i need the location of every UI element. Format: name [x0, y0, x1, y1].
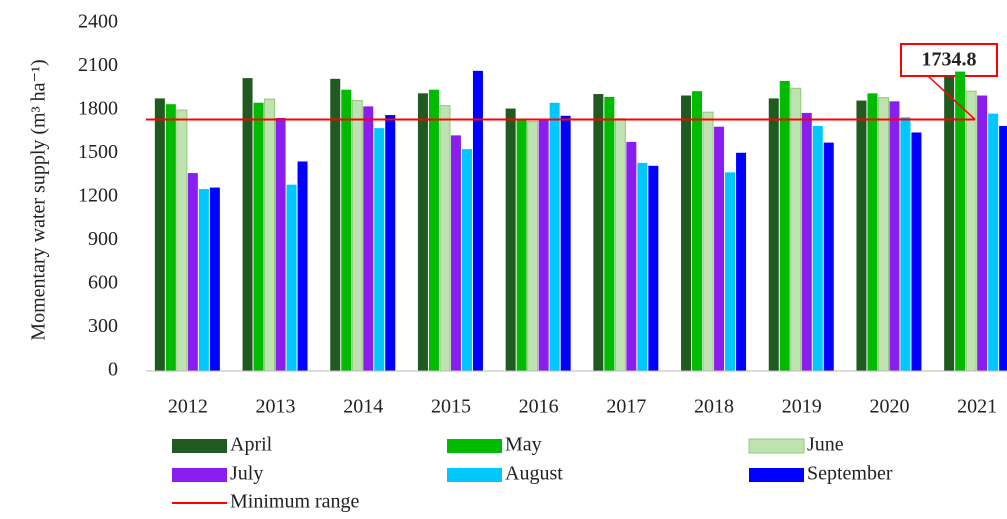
bar: [604, 96, 615, 371]
annotation-label: 1734.8: [922, 49, 977, 71]
bar: [593, 94, 604, 372]
x-tick-label: 2021: [957, 396, 997, 418]
bar: [768, 98, 779, 372]
bar: [428, 89, 439, 371]
y-tick-label: 300: [88, 315, 118, 337]
bar: [264, 98, 276, 372]
annotation-box: [900, 43, 998, 77]
legend-swatch: [447, 468, 502, 482]
bar: [692, 91, 703, 372]
bar: [681, 95, 692, 371]
x-tick-label: 2014: [343, 396, 383, 418]
legend-swatch: [172, 439, 227, 453]
bar: [154, 98, 165, 372]
bar: [549, 102, 560, 371]
bar: [165, 104, 176, 371]
legend-label: Minimum range: [230, 491, 360, 513]
legend-label: June: [807, 434, 844, 456]
legend-label: July: [230, 463, 263, 485]
bar: [439, 105, 451, 372]
bar: [516, 119, 527, 371]
legend-swatch: [749, 468, 804, 482]
bar: [856, 100, 867, 371]
bar: [702, 111, 714, 372]
bar: [812, 125, 823, 371]
y-tick-label: 1500: [78, 141, 118, 163]
bar: [253, 102, 264, 371]
y-tick-label: 900: [88, 228, 118, 250]
bar: [988, 113, 999, 371]
legend-swatch: [172, 468, 227, 482]
bar: [736, 152, 747, 371]
bar: [351, 100, 363, 372]
bar: [965, 90, 977, 372]
bar: [823, 142, 834, 371]
y-tick-label: 1800: [78, 98, 118, 120]
bar: [867, 93, 878, 371]
bar: [527, 121, 539, 372]
bar: [198, 189, 209, 371]
bar: [977, 95, 988, 371]
x-tick-label: 2017: [606, 396, 646, 418]
legend-swatch: [748, 438, 805, 454]
bar: [330, 78, 341, 371]
bar: [385, 115, 396, 371]
bar: [944, 76, 955, 372]
bar: [955, 71, 966, 371]
legend-label: August: [505, 463, 563, 485]
x-tick-label: 2019: [782, 396, 822, 418]
x-tick-label: 2012: [168, 396, 208, 418]
bar: [538, 119, 549, 371]
bar: [889, 101, 900, 372]
annotation-leader: [927, 75, 976, 121]
x-tick-label: 2020: [869, 396, 909, 418]
bar: [999, 125, 1007, 371]
x-tick-label: 2015: [431, 396, 471, 418]
bar: [626, 141, 637, 371]
bar: [275, 117, 286, 371]
bar: [176, 109, 188, 372]
bar: [472, 70, 483, 371]
bar: [725, 172, 736, 371]
y-tick-label: 600: [88, 272, 118, 294]
y-axis-title: Momentary water supply (m³ ha⁻¹): [28, 59, 50, 340]
bar: [450, 135, 461, 371]
y-tick-label: 2100: [78, 54, 118, 76]
y-tick-label: 0: [108, 359, 118, 381]
bar: [790, 87, 802, 372]
bar: [374, 128, 385, 371]
x-tick-label: 2016: [519, 396, 559, 418]
bar: [187, 173, 198, 371]
bar: [911, 132, 922, 371]
x-tick-label: 2013: [256, 396, 296, 418]
bar: [286, 184, 297, 371]
legend-label: April: [230, 434, 273, 456]
bar: [877, 97, 889, 372]
bar: [560, 115, 571, 371]
x-tick-label: 2018: [694, 396, 734, 418]
bar: [242, 78, 253, 371]
bar: [714, 126, 725, 371]
y-tick-label: 2400: [78, 11, 118, 33]
bar: [779, 81, 790, 371]
legend-label: September: [807, 463, 893, 485]
bar: [209, 187, 220, 371]
bar: [341, 89, 352, 371]
bar: [900, 117, 911, 371]
legend-swatch: [447, 439, 502, 453]
bar: [614, 118, 626, 372]
bar: [461, 149, 472, 371]
bar: [801, 112, 812, 372]
bar: [637, 162, 648, 371]
bar: [505, 108, 516, 372]
bar: [417, 93, 428, 371]
bar: [297, 161, 308, 371]
y-tick-label: 1200: [78, 185, 118, 207]
bar: [363, 106, 374, 371]
bar: [648, 165, 659, 371]
legend-label: May: [505, 434, 542, 456]
